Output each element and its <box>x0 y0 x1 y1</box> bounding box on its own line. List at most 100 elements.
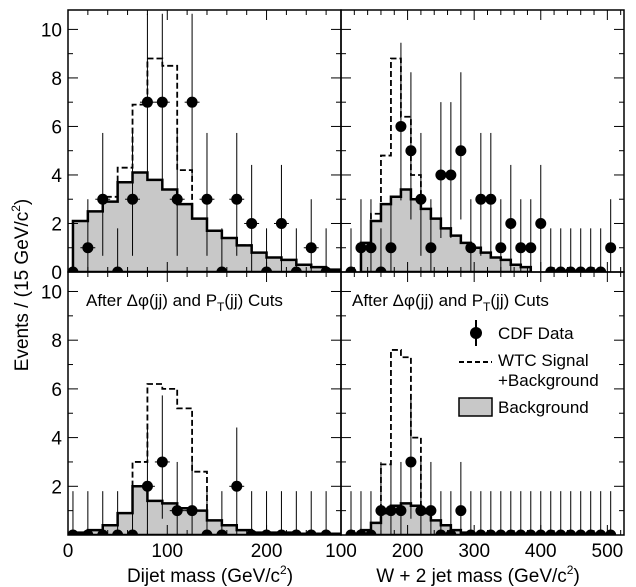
legend-signal-label-2: +Background <box>498 371 599 390</box>
x-tick-label: 100 <box>151 541 183 562</box>
data-point <box>445 169 457 181</box>
data-point <box>68 529 79 535</box>
data-point <box>186 96 198 108</box>
data-point <box>555 266 567 272</box>
x-axis-title-left: Dijet mass (GeV/c2) <box>127 563 293 587</box>
data-point <box>485 529 497 535</box>
data-point <box>525 529 537 535</box>
y-tick-label: 4 <box>51 166 62 187</box>
data-point <box>515 529 527 535</box>
data-point <box>375 505 387 517</box>
panel-frame <box>67 271 342 536</box>
data-point <box>290 529 302 535</box>
legend-data-label: CDF Data <box>498 324 574 343</box>
data-point <box>605 242 617 254</box>
legend: CDF Data WTC Signal +Background Backgrou… <box>458 320 599 417</box>
panel-top-right <box>340 9 625 273</box>
data-point <box>171 193 183 205</box>
data-point <box>595 266 607 272</box>
signal-plus-background-histogram <box>72 383 341 535</box>
data-point <box>565 529 577 535</box>
data-point <box>345 529 357 535</box>
x-tick-label: 500 <box>592 541 624 562</box>
data-point <box>605 529 617 535</box>
data-point <box>475 193 487 205</box>
data-point <box>305 242 317 254</box>
data-point <box>565 266 577 272</box>
data-point <box>246 217 258 229</box>
data-point <box>365 529 377 535</box>
data-point <box>455 145 467 157</box>
data-point <box>515 242 527 254</box>
x-tick-label: 100 <box>325 541 357 562</box>
data-point <box>435 169 447 181</box>
data-point <box>525 242 537 254</box>
y-tick-label: 6 <box>51 117 62 138</box>
data-point <box>275 529 287 535</box>
data-point <box>405 456 417 468</box>
data-point <box>395 120 407 132</box>
data-point <box>345 266 357 272</box>
data-point <box>246 529 258 535</box>
data-point <box>141 96 153 108</box>
legend-background-label: Background <box>498 398 589 417</box>
panel-plot-area <box>68 383 341 535</box>
data-point <box>171 505 183 517</box>
data-point <box>127 529 139 535</box>
x-tick-label: 400 <box>525 541 557 562</box>
data-point <box>82 242 94 254</box>
legend-data-marker <box>470 327 482 339</box>
data-point <box>156 456 168 468</box>
data-point <box>535 217 547 229</box>
data-point <box>201 193 213 205</box>
y-tick-label: 10 <box>41 282 62 303</box>
data-point <box>141 480 153 492</box>
y-tick-label: 2 <box>51 214 62 235</box>
data-point <box>112 529 124 535</box>
data-point <box>355 242 367 254</box>
y-axis-title: Events / (15 GeV/c2) <box>9 199 33 371</box>
data-point <box>275 217 287 229</box>
data-point <box>465 529 477 535</box>
data-point <box>455 505 467 517</box>
data-point <box>585 529 597 535</box>
data-point <box>305 529 317 535</box>
data-point <box>97 193 109 205</box>
data-point <box>495 242 507 254</box>
data-point <box>405 145 417 157</box>
data-point <box>465 242 477 254</box>
data-point <box>585 266 597 272</box>
panel-plot-area <box>345 42 617 272</box>
data-point <box>127 193 139 205</box>
data-point <box>112 266 124 272</box>
x-tick-label: 300 <box>458 541 490 562</box>
panel-plot-area <box>68 13 341 272</box>
y-tick-label: 4 <box>51 429 62 450</box>
x-tick-label: 200 <box>392 541 424 562</box>
y-tick-label: 6 <box>51 380 62 401</box>
data-point <box>355 529 367 535</box>
data-point <box>97 529 109 535</box>
data-point <box>68 266 79 272</box>
panel-frame <box>340 271 625 536</box>
data-point <box>186 505 198 517</box>
data-point <box>365 242 377 254</box>
data-point <box>385 505 397 517</box>
data-point <box>385 242 397 254</box>
data-point <box>231 480 243 492</box>
x-tick-label: 0 <box>63 541 74 562</box>
y-tick-label: 8 <box>51 69 62 90</box>
data-point <box>595 529 607 535</box>
panel-bottom-right: 100 200 300 400 500 <box>325 271 625 562</box>
annotation-right: After Δφ(jj) and PT(jj) Cuts <box>352 291 549 314</box>
data-point <box>475 529 487 535</box>
legend-background-swatch <box>458 397 493 417</box>
y-tick-label: 8 <box>51 331 62 352</box>
data-point <box>445 529 457 535</box>
y-tick-label: 0 <box>51 263 62 284</box>
data-point <box>290 266 302 272</box>
data-point <box>425 242 437 254</box>
